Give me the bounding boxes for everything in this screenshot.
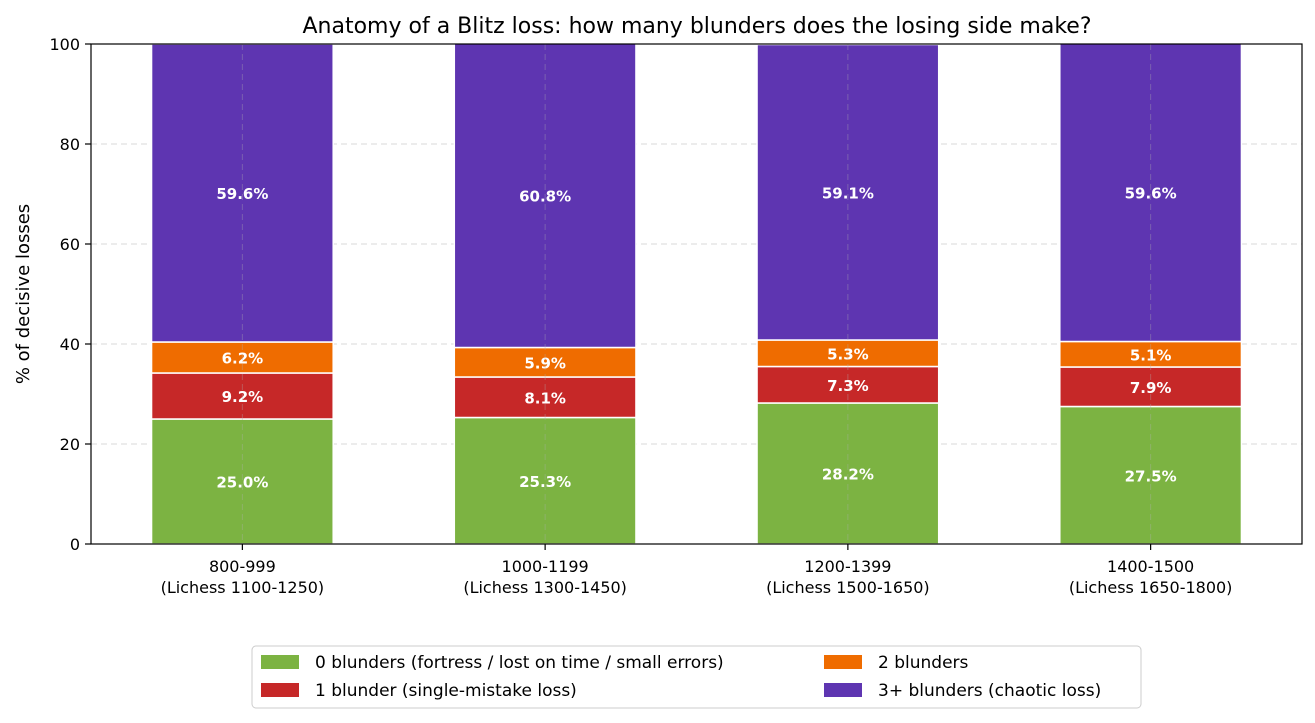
bar-segment xyxy=(150,341,334,374)
bar-segment xyxy=(150,418,334,545)
x-tick-label: 1400-1500 xyxy=(1107,557,1194,576)
legend-swatch xyxy=(824,683,862,697)
y-tick-label: 80 xyxy=(60,135,80,154)
bar-segment xyxy=(1059,366,1243,408)
y-tick-label: 0 xyxy=(70,535,80,554)
chart-title: Anatomy of a Blitz loss: how many blunde… xyxy=(303,14,1092,39)
bar-value-label: 28.2% xyxy=(822,466,874,484)
bar-segment xyxy=(453,346,637,378)
bar-value-label: 60.8% xyxy=(519,188,571,206)
bar-value-label: 5.1% xyxy=(1130,346,1172,364)
bar-value-label: 7.3% xyxy=(827,377,869,395)
legend-entry-label: 2 blunders xyxy=(878,653,969,673)
x-tick-label: (Lichess 1300-1450) xyxy=(463,578,627,597)
bar-value-label: 25.3% xyxy=(519,473,571,491)
bar-segment xyxy=(1059,42,1243,343)
y-tick-label: 40 xyxy=(60,335,80,354)
bar-segment xyxy=(756,339,940,368)
bar-value-label: 25.0% xyxy=(216,474,268,492)
bar-value-label: 59.6% xyxy=(216,185,268,203)
y-tick-label: 20 xyxy=(60,435,80,454)
axes: 0 20 40 60 80 100 800-999 (Lichess 1100-1250) 10… xyxy=(49,35,1232,597)
bar-segment xyxy=(756,365,940,404)
plot-frame xyxy=(90,43,1303,545)
bars: 25.0% 9.2% 6.2% 59.6% 25.3% 8.1% 5.9% 60.8% 28.2… xyxy=(150,42,1243,545)
x-tick-label: 800-999 xyxy=(209,557,276,576)
y-axis-label: % of decisive losses xyxy=(13,204,34,384)
bar-value-label: 5.9% xyxy=(524,354,566,372)
legend-entry-label: 3+ blunders (chaotic loss) xyxy=(878,681,1101,701)
legend: 0 blunders (fortress / lost on time / sm… xyxy=(251,645,1142,709)
x-tick-label: (Lichess 1500-1650) xyxy=(766,578,930,597)
bar-segment xyxy=(453,42,637,349)
x-tick-label: (Lichess 1100-1250) xyxy=(161,578,325,597)
bar-value-label: 9.2% xyxy=(222,388,264,406)
bar-value-label: 8.1% xyxy=(524,389,566,407)
vertical-grid-lines xyxy=(241,44,1152,544)
y-tick-label: 60 xyxy=(60,235,80,254)
bar-segment xyxy=(756,402,940,545)
bar-value-label: 59.1% xyxy=(822,184,874,202)
bar-segment xyxy=(1059,405,1243,545)
y-tick-label: 100 xyxy=(49,35,80,54)
bar-segment xyxy=(756,43,940,341)
bar-value-label: 27.5% xyxy=(1125,467,1177,485)
x-tick-label: (Lichess 1650-1800) xyxy=(1069,578,1233,597)
legend-entry-label: 1 blunder (single-mistake loss) xyxy=(315,681,577,701)
x-tick-label: 1200-1399 xyxy=(804,557,891,576)
legend-swatch xyxy=(261,655,299,669)
legend-box xyxy=(251,645,1142,709)
x-tick-label: 1000-1199 xyxy=(502,557,589,576)
bar-value-label: 7.9% xyxy=(1130,379,1172,397)
bar-value-label: 5.3% xyxy=(827,345,869,363)
legend-entry-label: 0 blunders (fortress / lost on time / sm… xyxy=(315,653,724,673)
legend-swatch xyxy=(261,683,299,697)
bar-value-label: 6.2% xyxy=(222,350,264,368)
bar-value-label: 59.6% xyxy=(1125,185,1177,203)
legend-swatch xyxy=(824,655,862,669)
